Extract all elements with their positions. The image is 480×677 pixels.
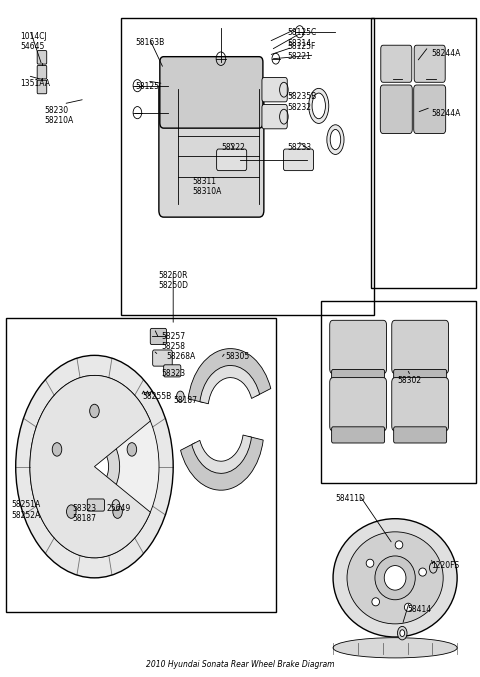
Text: 58302: 58302: [397, 376, 421, 385]
FancyBboxPatch shape: [262, 104, 287, 129]
Ellipse shape: [347, 532, 443, 624]
Text: 58233: 58233: [288, 143, 312, 152]
Wedge shape: [30, 375, 150, 558]
Wedge shape: [180, 436, 263, 490]
Text: 58230
58210A: 58230 58210A: [44, 106, 73, 125]
FancyBboxPatch shape: [414, 85, 446, 133]
FancyBboxPatch shape: [37, 66, 47, 79]
Text: 58305: 58305: [226, 352, 250, 361]
FancyBboxPatch shape: [394, 370, 446, 386]
Text: 58255B: 58255B: [142, 393, 171, 401]
Ellipse shape: [372, 598, 380, 606]
Bar: [371, 18, 476, 288]
Text: 25649: 25649: [106, 504, 131, 512]
FancyBboxPatch shape: [394, 427, 446, 443]
FancyBboxPatch shape: [159, 83, 264, 217]
FancyBboxPatch shape: [332, 370, 384, 386]
Text: 1014CJ
54645: 1014CJ 54645: [21, 32, 47, 51]
Circle shape: [69, 431, 120, 502]
Text: 58163B: 58163B: [135, 39, 164, 47]
Circle shape: [113, 505, 122, 519]
Ellipse shape: [327, 125, 344, 154]
Text: 58235B
58232: 58235B 58232: [288, 92, 317, 112]
FancyBboxPatch shape: [153, 350, 172, 366]
FancyBboxPatch shape: [332, 427, 384, 443]
FancyBboxPatch shape: [392, 320, 448, 374]
Circle shape: [127, 443, 137, 456]
Wedge shape: [188, 349, 271, 403]
Text: 58244A: 58244A: [431, 49, 460, 58]
FancyBboxPatch shape: [381, 45, 412, 83]
FancyBboxPatch shape: [392, 378, 448, 431]
Circle shape: [397, 626, 407, 640]
Text: 58311
58310A: 58311 58310A: [192, 177, 221, 196]
Ellipse shape: [384, 565, 406, 590]
Circle shape: [400, 630, 405, 636]
Wedge shape: [200, 366, 260, 403]
Circle shape: [430, 563, 437, 573]
Bar: [321, 301, 476, 483]
Circle shape: [67, 505, 76, 519]
Text: 58323
58187: 58323 58187: [73, 504, 97, 523]
FancyBboxPatch shape: [283, 149, 313, 171]
Ellipse shape: [330, 129, 341, 150]
Ellipse shape: [419, 568, 426, 576]
Text: 58125C
58314: 58125C 58314: [288, 28, 317, 48]
Text: 2010 Hyundai Sonata Rear Wheel Brake Diagram: 2010 Hyundai Sonata Rear Wheel Brake Dia…: [146, 660, 334, 669]
Circle shape: [16, 355, 173, 578]
FancyBboxPatch shape: [37, 81, 47, 93]
Text: 58268A: 58268A: [166, 352, 195, 361]
Text: 58257
58258: 58257 58258: [161, 332, 185, 351]
Ellipse shape: [375, 556, 415, 600]
Circle shape: [90, 404, 99, 418]
FancyBboxPatch shape: [414, 45, 445, 83]
FancyBboxPatch shape: [262, 78, 287, 102]
Text: 58323: 58323: [161, 369, 185, 378]
FancyBboxPatch shape: [164, 365, 181, 377]
FancyBboxPatch shape: [330, 320, 386, 374]
Text: 58244A: 58244A: [431, 109, 460, 118]
Text: 58125: 58125: [135, 83, 159, 91]
Text: 1220FS: 1220FS: [431, 561, 459, 570]
Circle shape: [80, 447, 108, 487]
Text: 58251A
58252A: 58251A 58252A: [11, 500, 40, 520]
Wedge shape: [192, 435, 252, 473]
FancyBboxPatch shape: [150, 328, 167, 345]
Ellipse shape: [312, 93, 325, 118]
FancyBboxPatch shape: [216, 149, 247, 171]
FancyBboxPatch shape: [37, 51, 47, 64]
Circle shape: [177, 391, 184, 402]
Text: 58125F
58221: 58125F 58221: [288, 42, 316, 61]
FancyBboxPatch shape: [330, 378, 386, 431]
FancyBboxPatch shape: [160, 57, 263, 128]
Ellipse shape: [404, 603, 412, 611]
Circle shape: [30, 375, 159, 558]
Ellipse shape: [366, 559, 374, 567]
Text: 1351AA: 1351AA: [21, 79, 50, 88]
Text: 58222: 58222: [221, 143, 245, 152]
Bar: [120, 18, 373, 315]
Ellipse shape: [395, 541, 403, 549]
Text: 58414: 58414: [407, 605, 431, 614]
Text: 58250R
58250D: 58250R 58250D: [158, 271, 188, 290]
Bar: [6, 318, 276, 611]
Text: 58411D: 58411D: [336, 494, 365, 502]
FancyBboxPatch shape: [87, 499, 105, 511]
Ellipse shape: [309, 89, 329, 123]
Circle shape: [52, 443, 62, 456]
Text: 58187: 58187: [173, 396, 197, 405]
Ellipse shape: [333, 638, 457, 658]
FancyBboxPatch shape: [380, 85, 412, 133]
Circle shape: [112, 500, 120, 510]
Ellipse shape: [333, 519, 457, 637]
